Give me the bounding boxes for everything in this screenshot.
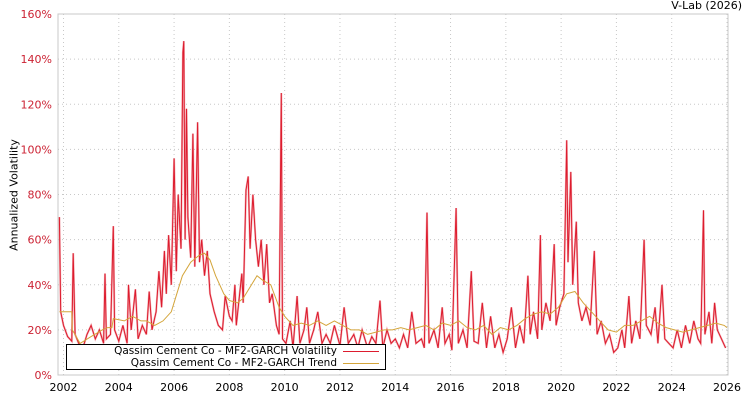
x-tick-label: 2008	[215, 381, 243, 394]
x-tick-label: 2012	[326, 381, 354, 394]
legend-label: Qassim Cement Co - MF2-GARCH Volatility	[114, 345, 337, 357]
x-tick-label: 2016	[437, 381, 465, 394]
x-axis-ticks: 2002 2004 2006 2008 2010 2012 2014 2016 2018 2020…	[50, 381, 742, 394]
y-tick-label: 40%	[28, 279, 52, 292]
legend-swatch-trend-icon	[343, 362, 379, 364]
y-tick-label: 80%	[28, 189, 52, 202]
x-tick-label: 2026	[713, 381, 741, 394]
y-tick-label: 60%	[28, 234, 52, 247]
y-tick-label: 20%	[28, 324, 52, 337]
x-tick-label: 2004	[105, 381, 133, 394]
data-series	[58, 41, 728, 357]
y-axis-ticks: 0% 20% 40% 60% 80% 100% 120% 140% 160%	[21, 8, 52, 382]
trend-line	[59, 252, 728, 345]
source-credit: V-Lab (2026)	[671, 0, 742, 12]
chart-legend: Qassim Cement Co - MF2-GARCH Volatility …	[66, 344, 386, 370]
x-tick-label: 2022	[602, 381, 630, 394]
x-tick-label: 2010	[271, 381, 299, 394]
x-tick-label: 2006	[160, 381, 188, 394]
x-tick-label: 2018	[492, 381, 520, 394]
legend-label: Qassim Cement Co - MF2-GARCH Trend	[130, 357, 337, 369]
legend-swatch-volatility-icon	[343, 350, 379, 352]
plot-frame	[57, 13, 729, 376]
volatility-line	[58, 41, 727, 355]
legend-item-volatility: Qassim Cement Co - MF2-GARCH Volatility	[114, 345, 379, 357]
y-tick-label: 120%	[21, 98, 52, 111]
x-tick-label: 2014	[381, 381, 409, 394]
y-tick-label: 0%	[35, 369, 52, 382]
y-tick-label: 100%	[21, 143, 52, 156]
y-tick-label: 160%	[21, 8, 52, 21]
y-tick-label: 140%	[21, 53, 52, 66]
x-tick-label: 2024	[658, 381, 686, 394]
legend-item-trend: Qassim Cement Co - MF2-GARCH Trend	[131, 357, 379, 369]
x-tick-label: 2002	[50, 381, 78, 394]
x-tick-label: 2020	[547, 381, 575, 394]
